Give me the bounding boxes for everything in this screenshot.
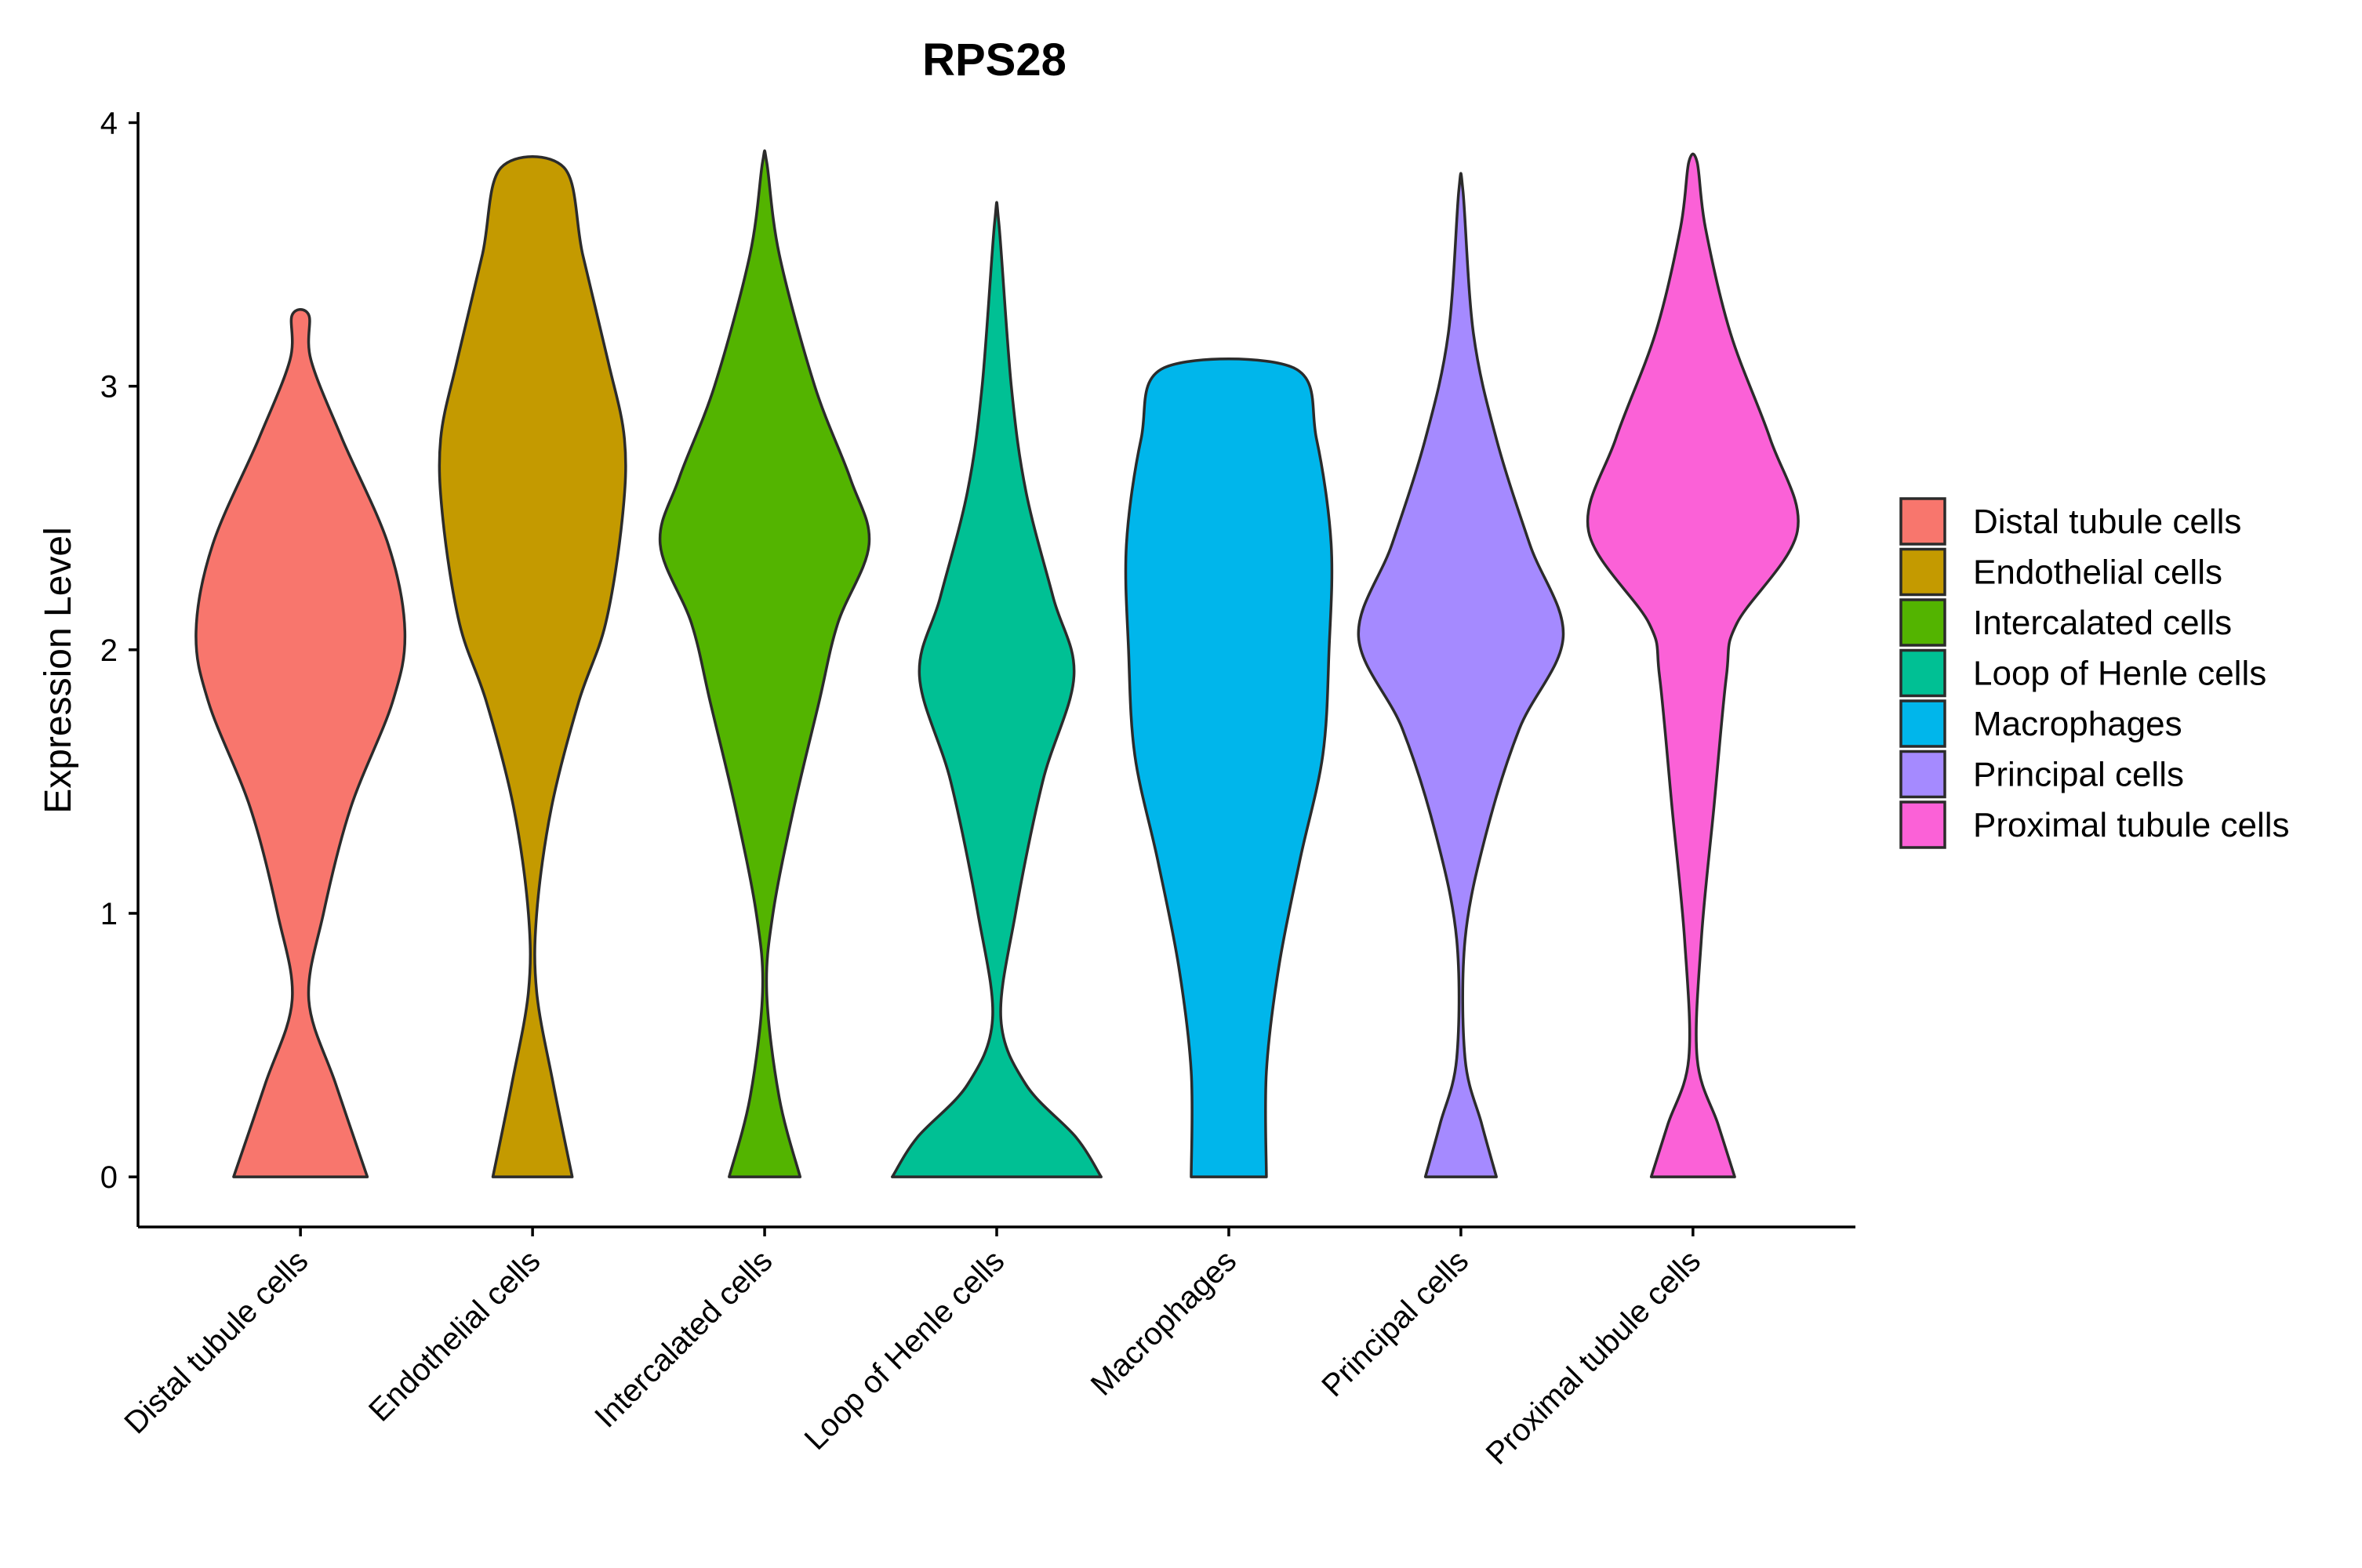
violin-3 [658, 149, 871, 1178]
legend-key [1899, 648, 1946, 698]
legend-label: Endothelial cells [1973, 554, 2222, 592]
x-tick-label: Loop of Henle cells [798, 1243, 1012, 1457]
x-tick-label: Macrophages [1085, 1243, 1243, 1402]
violin-1 [194, 307, 407, 1178]
violin-5 [1124, 358, 1334, 1178]
legend-label: Distal tubule cells [1973, 503, 2241, 541]
x-tick-label: Intercalated cells [588, 1243, 779, 1434]
y-tick-label: 0 [100, 1160, 118, 1195]
y-tick-label: 4 [100, 106, 118, 140]
legend-label: Macrophages [1973, 705, 2182, 743]
legend-label: Loop of Henle cells [1973, 655, 2266, 693]
chart-title: RPS28 [922, 34, 1067, 85]
y-tick-label: 2 [100, 633, 118, 668]
legend-key [1899, 547, 1946, 597]
legend-key [1899, 750, 1946, 799]
violin-6 [1357, 172, 1565, 1178]
plot-area [194, 149, 1800, 1178]
legend-label: Principal cells [1973, 756, 2184, 794]
x-tick-label: Endothelial cells [362, 1243, 547, 1428]
violin-2 [438, 154, 627, 1178]
y-axis-ticks: 0 1 2 3 4 [100, 106, 138, 1195]
y-tick-label: 1 [100, 897, 118, 931]
legend-key [1899, 800, 1946, 849]
x-tick-label: Proximal tubule cells [1480, 1243, 1707, 1471]
y-axis-title: Expression Level [38, 527, 79, 814]
x-tick-label: Principal cells [1315, 1243, 1475, 1403]
legend-key [1899, 497, 1946, 546]
legend: Distal tubule cells Endothelial cells Inte… [1899, 497, 2290, 849]
x-tick-label: Distal tubule cells [118, 1243, 314, 1440]
x-axis-ticks: Distal tubule cells Endothelial cells Inte… [118, 1227, 1707, 1472]
legend-key [1899, 598, 1946, 647]
legend-label: Intercalated cells [1973, 604, 2232, 642]
legend-label: Proximal tubule cells [1973, 806, 2290, 844]
violin-4 [891, 201, 1103, 1178]
y-tick-label: 3 [100, 370, 118, 405]
violin-7 [1586, 152, 1800, 1178]
legend-key [1899, 699, 1946, 748]
